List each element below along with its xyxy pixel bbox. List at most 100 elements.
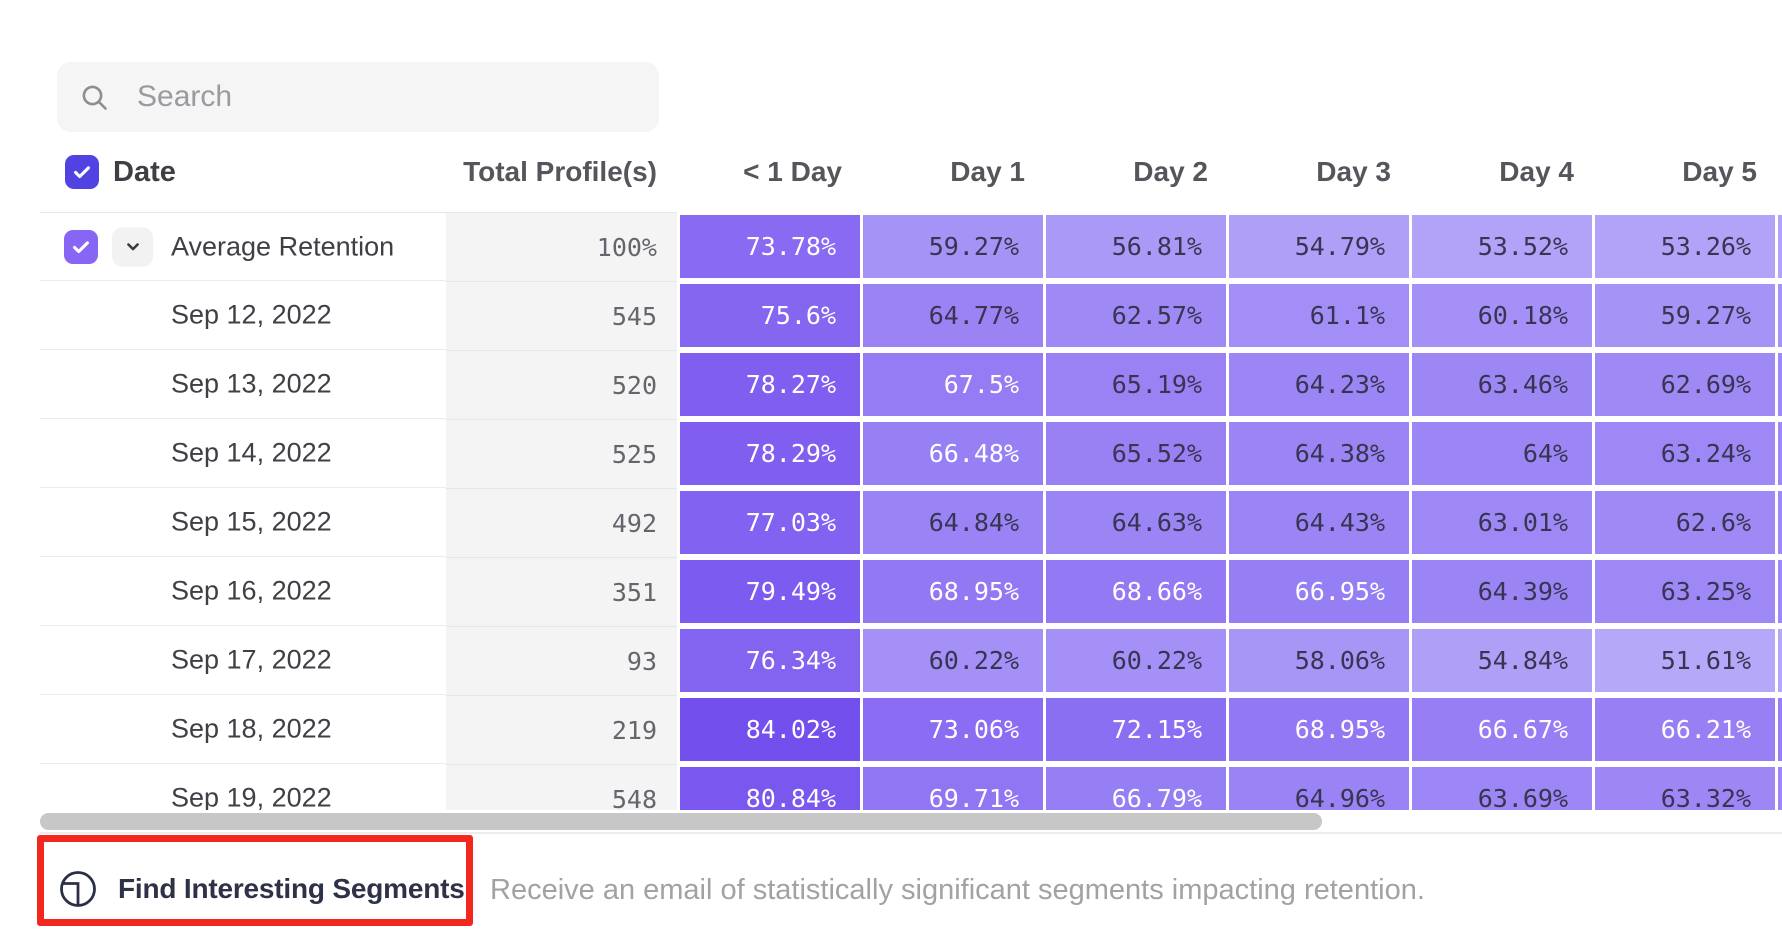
- highlight-box: [37, 835, 473, 926]
- retention-cell: 61.1%: [1229, 284, 1409, 347]
- retention-cell: 53.26%: [1595, 215, 1775, 278]
- retention-cell: 63.25%: [1595, 560, 1775, 623]
- table-row: Sep 13, 2022: [40, 350, 446, 419]
- scrollbar-track: [40, 832, 1782, 834]
- retention-cell: 66.95%: [1229, 560, 1409, 623]
- table-row: Sep 19, 2022: [40, 764, 446, 811]
- retention-cell: 62.69%: [1595, 353, 1775, 416]
- total-profiles-cell: 545: [446, 281, 677, 350]
- retention-cell: 73.06%: [863, 698, 1043, 761]
- retention-cell: 54.79%: [1229, 215, 1409, 278]
- retention-cell: 79.49%: [680, 560, 860, 623]
- retention-cell: 69.71%: [863, 767, 1043, 810]
- segments-icon: [60, 871, 96, 907]
- row-label: Sep 12, 2022: [171, 299, 332, 330]
- column-header-total-profiles: Total Profile(s): [463, 156, 657, 187]
- check-icon: [74, 166, 90, 179]
- retention-cell: 65.52%: [1046, 422, 1226, 485]
- column-header-day: < 1 Day: [743, 156, 842, 187]
- table-row: Sep 15, 2022: [40, 488, 446, 557]
- table-row: Sep 12, 2022: [40, 281, 446, 350]
- total-profiles-cell: 525: [446, 419, 677, 488]
- total-profiles-cell: 351: [446, 557, 677, 626]
- retention-cell: 78.29%: [680, 422, 860, 485]
- row-label: Average Retention: [171, 231, 395, 261]
- footer-description: Receive an email of statistically signif…: [490, 874, 1425, 906]
- retention-cell: 63.24%: [1595, 422, 1775, 485]
- retention-cell: 65.19%: [1046, 353, 1226, 416]
- retention-cell: 72.15%: [1046, 698, 1226, 761]
- retention-cell-partial: [1778, 629, 1782, 692]
- row-label: Sep 14, 2022: [171, 437, 332, 468]
- total-profiles-cell: 520: [446, 350, 677, 419]
- row-label: Sep 13, 2022: [171, 368, 332, 399]
- retention-cell: 64.84%: [863, 491, 1043, 554]
- retention-cell: 64%: [1412, 422, 1592, 485]
- retention-cell: 62.57%: [1046, 284, 1226, 347]
- retention-cell: 64.77%: [863, 284, 1043, 347]
- search-bar: [57, 62, 659, 132]
- retention-cell-partial: [1778, 698, 1782, 761]
- retention-cell: 66.79%: [1046, 767, 1226, 810]
- total-profiles-cell: 492: [446, 488, 677, 557]
- retention-cell-partial: [1778, 767, 1782, 810]
- column-header-date: Date: [113, 156, 176, 188]
- retention-cell: 59.27%: [1595, 284, 1775, 347]
- find-interesting-segments-label: Find Interesting Segments: [118, 873, 465, 904]
- retention-cell: 64.23%: [1229, 353, 1409, 416]
- retention-cell: 75.6%: [680, 284, 860, 347]
- retention-cell: 60.22%: [1046, 629, 1226, 692]
- column-header-day: Day 5: [1682, 156, 1757, 187]
- search-input[interactable]: [135, 62, 645, 132]
- retention-cell-partial: [1778, 284, 1782, 347]
- select-all-checkbox[interactable]: [65, 155, 99, 189]
- retention-cell: 68.95%: [1229, 698, 1409, 761]
- total-profiles-cell: 93: [446, 626, 677, 695]
- table-row: Sep 16, 2022: [40, 557, 446, 626]
- horizontal-scrollbar-thumb[interactable]: [40, 813, 1322, 830]
- retention-cell: 67.5%: [863, 353, 1043, 416]
- retention-cell: 73.78%: [680, 215, 860, 278]
- retention-cell: 84.02%: [680, 698, 860, 761]
- retention-cell: 64.96%: [1229, 767, 1409, 810]
- column-header-day: Day 4: [1499, 156, 1574, 187]
- retention-cell: 63.69%: [1412, 767, 1592, 810]
- retention-cell: 64.63%: [1046, 491, 1226, 554]
- retention-cell: 54.84%: [1412, 629, 1592, 692]
- retention-cell-partial: [1778, 491, 1782, 554]
- retention-cell: 68.95%: [863, 560, 1043, 623]
- row-checkbox[interactable]: [64, 229, 98, 264]
- retention-cell: 60.22%: [863, 629, 1043, 692]
- retention-cell: 68.66%: [1046, 560, 1226, 623]
- table-row: Average Retention: [40, 212, 446, 281]
- retention-cell-partial: [1778, 215, 1782, 278]
- retention-table: Average Retention 100% 73.78% 59.27% 56.81% 5…: [0, 212, 1782, 810]
- retention-cell: 80.84%: [680, 767, 860, 810]
- retention-cell: 53.52%: [1412, 215, 1592, 278]
- retention-cell: 66.48%: [863, 422, 1043, 485]
- retention-cell: 59.27%: [863, 215, 1043, 278]
- retention-cell: 58.06%: [1229, 629, 1409, 692]
- total-profiles-cell: 548: [446, 764, 677, 810]
- retention-cell: 76.34%: [680, 629, 860, 692]
- table-row: Sep 17, 2022: [40, 626, 446, 695]
- find-interesting-segments-button[interactable]: Find Interesting Segments: [58, 860, 465, 918]
- expand-chevron-button[interactable]: [112, 227, 153, 266]
- column-header-day: Day 1: [950, 156, 1025, 187]
- retention-cell: 51.61%: [1595, 629, 1775, 692]
- table-row: Sep 18, 2022: [40, 695, 446, 764]
- retention-cell-partial: [1778, 560, 1782, 623]
- table-row: Sep 14, 2022: [40, 419, 446, 488]
- retention-cell: 63.01%: [1412, 491, 1592, 554]
- column-header-day: Day 2: [1133, 156, 1208, 187]
- retention-cell: 60.18%: [1412, 284, 1592, 347]
- total-profiles-cell: 219: [446, 695, 677, 764]
- retention-cell: 64.38%: [1229, 422, 1409, 485]
- search-icon: [82, 85, 107, 110]
- row-label: Sep 15, 2022: [171, 506, 332, 537]
- check-icon: [73, 240, 89, 253]
- retention-cell-partial: [1778, 422, 1782, 485]
- row-label: Sep 19, 2022: [171, 782, 332, 811]
- chevron-down-icon: [126, 243, 139, 251]
- retention-cell: 66.21%: [1595, 698, 1775, 761]
